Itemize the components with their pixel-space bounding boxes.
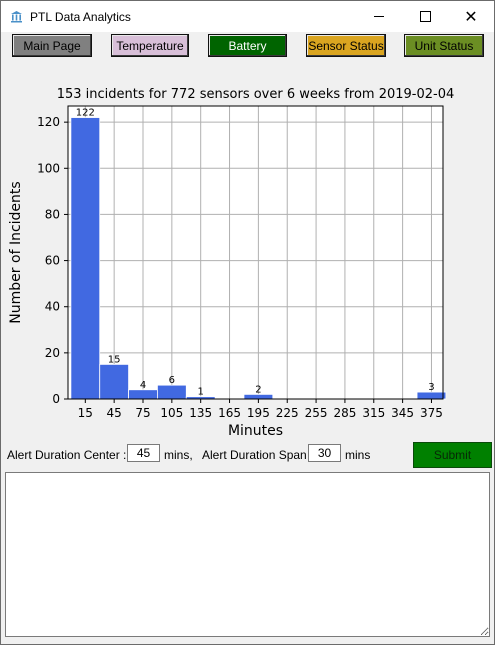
histogram-bar: [70, 117, 101, 400]
alert-controls: Alert Duration Center : mins, Alert Dura…: [1, 442, 494, 468]
y-tick-label: 100: [37, 161, 60, 175]
bar-value-label: 2: [255, 384, 261, 395]
nav-battery-button[interactable]: Battery: [208, 34, 287, 57]
x-tick-label: 345: [391, 406, 414, 420]
x-tick-label: 285: [333, 406, 356, 420]
close-icon: ✕: [464, 6, 478, 26]
x-tick-label: 195: [247, 406, 270, 420]
title-bar[interactable]: PTL Data Analytics ✕: [1, 1, 494, 32]
nav-temperature-button[interactable]: Temperature: [111, 34, 189, 57]
span-input[interactable]: [308, 444, 341, 462]
x-tick-label: 105: [160, 406, 183, 420]
y-tick-label: 80: [45, 207, 60, 221]
x-tick-label: 315: [362, 406, 385, 420]
histogram-bar: [128, 389, 158, 400]
y-tick-label: 0: [52, 392, 60, 406]
maximize-button[interactable]: [402, 1, 448, 32]
center-unit: mins,: [164, 448, 193, 462]
x-tick-label: 135: [189, 406, 212, 420]
x-tick-label: 225: [276, 406, 299, 420]
span-unit: mins: [345, 448, 371, 462]
y-axis-label: Number of Incidents: [8, 181, 24, 323]
histogram-bar: [99, 363, 129, 400]
span-label: Alert Duration Span: [202, 448, 307, 462]
x-tick-label: 375: [420, 406, 443, 420]
output-textarea[interactable]: [5, 472, 490, 637]
bar-value-label: 4: [140, 380, 146, 391]
bar-value-label: 122: [76, 108, 95, 119]
minimize-icon: [374, 16, 384, 17]
x-tick-label: 165: [218, 406, 241, 420]
maximize-icon: [419, 11, 431, 22]
bar-value-label: 1: [198, 387, 204, 398]
database-icon: [11, 11, 22, 23]
y-tick-label: 40: [45, 300, 60, 314]
nav-sensor-status-button[interactable]: Sensor Status: [306, 34, 386, 57]
histogram-bar: [157, 384, 187, 400]
plot-frame: [67, 105, 444, 400]
chart-title: 153 incidents for 772 sensors over 6 wee…: [57, 87, 455, 102]
x-tick-label: 15: [78, 406, 93, 420]
close-button[interactable]: ✕: [448, 1, 494, 32]
bar-value-label: 6: [169, 375, 175, 386]
y-tick-label: 120: [37, 115, 60, 129]
nav-main-page-button[interactable]: Main Page: [12, 34, 92, 57]
nav-unit-status-button[interactable]: Unit Status: [404, 34, 484, 57]
bar-value-label: 15: [108, 354, 121, 365]
bar-value-label: 3: [428, 382, 434, 393]
center-input[interactable]: [127, 444, 160, 462]
x-tick-label: 45: [107, 406, 122, 420]
x-axis-label: Minutes: [228, 423, 283, 439]
y-tick-label: 20: [45, 346, 60, 360]
plot-area: [68, 106, 443, 399]
submit-button[interactable]: Submit: [413, 442, 492, 468]
y-tick-label: 60: [45, 254, 60, 268]
x-tick-label: 255: [305, 406, 328, 420]
minimize-button[interactable]: [356, 1, 402, 32]
x-tick-label: 75: [135, 406, 150, 420]
center-label: Alert Duration Center :: [7, 448, 127, 462]
window-title: PTL Data Analytics: [30, 10, 131, 24]
histogram-bar: [416, 391, 447, 400]
